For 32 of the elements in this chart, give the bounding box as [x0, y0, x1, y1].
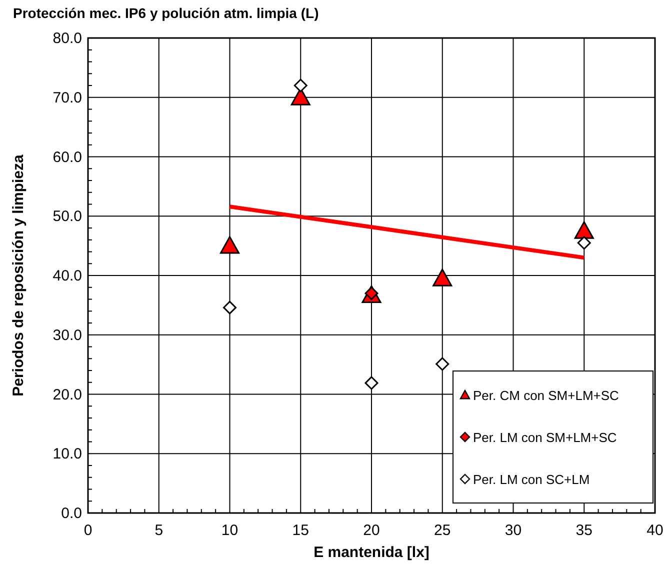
y-tick-label: 20.0: [52, 386, 82, 404]
x-tick-label: 0: [84, 522, 92, 539]
x-tick-label: 10: [221, 522, 238, 539]
y-tick-label: 50.0: [52, 208, 82, 226]
chart-title: Protección mec. IP6 y polución atm. limpia (L): [13, 5, 319, 21]
point: [364, 376, 378, 390]
point: [436, 357, 450, 371]
y-tick-label: 10.0: [52, 446, 82, 463]
x-tick-label: 30: [504, 522, 522, 539]
y-tick-label: 30.0: [52, 326, 82, 344]
legend-label: Per. LM con SC+LM: [473, 472, 590, 487]
y-tick-label: 70.0: [52, 89, 82, 106]
point: [574, 221, 594, 239]
x-tick-label: 35: [576, 522, 592, 539]
x-tick-label: 20: [363, 522, 380, 539]
point: [294, 78, 308, 92]
legend-label: Per. CM con SM+LM+SC: [473, 388, 619, 403]
point: [577, 236, 591, 250]
y-axis-title: Periodos de reposición y limpieza: [10, 154, 27, 396]
y-tick-label: 0.0: [61, 505, 82, 522]
x-tick-label: 25: [434, 522, 451, 539]
point: [223, 300, 236, 314]
x-axis-title: E mantenida [lx]: [314, 544, 430, 561]
x-tick-label: 40: [646, 522, 664, 539]
y-tick-label: 60.0: [52, 148, 82, 166]
point: [220, 236, 240, 254]
legend-label: Per. LM con SM+LM+SC: [473, 430, 617, 445]
y-tick-label: 40.0: [52, 268, 82, 284]
y-tick-label: 80.0: [52, 30, 82, 47]
point: [432, 268, 452, 286]
x-tick-label: 5: [154, 522, 164, 539]
x-tick-label: 15: [292, 522, 309, 539]
